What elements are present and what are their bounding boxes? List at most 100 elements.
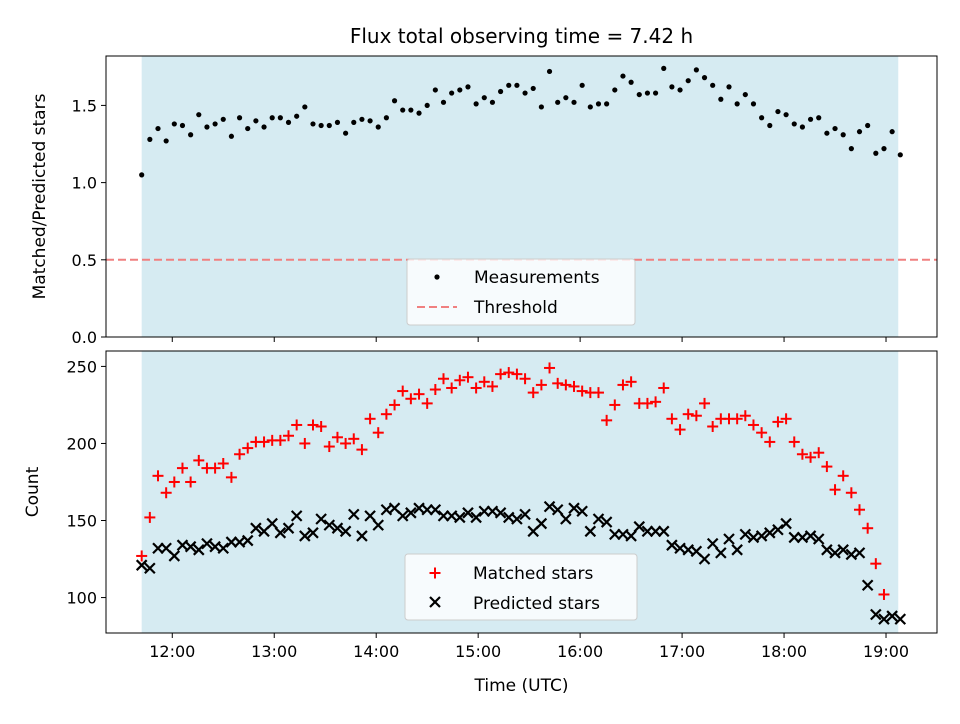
predicted-point bbox=[193, 544, 205, 556]
predicted-point bbox=[331, 522, 344, 534]
measurement-point bbox=[807, 116, 814, 122]
measurement-point bbox=[873, 150, 879, 156]
measurement-point bbox=[465, 84, 471, 90]
measurement-point bbox=[856, 129, 863, 135]
matched-point bbox=[641, 397, 653, 409]
predicted-point bbox=[723, 533, 735, 545]
x-tick-label: 14:00 bbox=[353, 642, 399, 661]
matched-point bbox=[168, 476, 180, 488]
measurement-point bbox=[424, 102, 430, 109]
measurement-point bbox=[889, 129, 895, 135]
measurement-point bbox=[742, 91, 748, 98]
matched-point bbox=[380, 408, 392, 420]
predicted-point bbox=[560, 513, 572, 525]
matched-point bbox=[796, 448, 808, 460]
measurement-point bbox=[188, 132, 194, 138]
measurement-point bbox=[538, 104, 544, 110]
matched-point bbox=[274, 434, 286, 446]
matched-point bbox=[478, 376, 490, 388]
measurement-point bbox=[514, 82, 520, 88]
measurement-point bbox=[147, 136, 153, 142]
measurement-point bbox=[383, 115, 389, 121]
measurement-point bbox=[555, 99, 561, 105]
predicted-point bbox=[290, 510, 303, 522]
measurement-point bbox=[595, 101, 602, 107]
measurement-point bbox=[587, 104, 593, 110]
matched-point bbox=[323, 441, 335, 453]
predicted-point bbox=[144, 562, 156, 575]
predicted-point bbox=[241, 534, 254, 547]
matched-point bbox=[462, 371, 474, 383]
predicted-point bbox=[315, 513, 327, 525]
x-tick-label: 19:00 bbox=[863, 642, 909, 661]
measurement-point bbox=[261, 124, 267, 130]
matched-point bbox=[225, 471, 237, 483]
predicted-point bbox=[519, 508, 531, 521]
matched-point bbox=[331, 431, 343, 443]
matched-point bbox=[258, 436, 270, 448]
predicted-point bbox=[250, 522, 262, 534]
measurement-point bbox=[400, 107, 406, 113]
predicted-point bbox=[870, 608, 882, 621]
matched-point bbox=[544, 362, 556, 374]
matched-point bbox=[739, 410, 751, 422]
matched-point bbox=[454, 374, 466, 386]
matched-point bbox=[854, 504, 866, 516]
measurement-point bbox=[408, 107, 414, 113]
measurement-point bbox=[799, 124, 806, 130]
predicted-point bbox=[462, 507, 474, 519]
matched-point bbox=[144, 511, 156, 523]
measurement-point bbox=[530, 85, 536, 92]
measurement-point bbox=[571, 99, 577, 105]
matched-point bbox=[503, 367, 515, 379]
measurement-point bbox=[139, 172, 145, 178]
predicted-point bbox=[584, 525, 597, 538]
measurement-point bbox=[473, 101, 479, 107]
matched-point bbox=[576, 385, 588, 397]
matched-point bbox=[568, 380, 580, 392]
matched-point bbox=[821, 461, 833, 473]
measurement-point bbox=[832, 125, 838, 132]
measurement-point bbox=[285, 119, 292, 125]
matched-point bbox=[421, 397, 433, 409]
matched-point bbox=[699, 397, 711, 409]
matched-point bbox=[486, 380, 498, 392]
predicted-point bbox=[307, 527, 319, 539]
measurement-point bbox=[506, 82, 512, 88]
measurement-point bbox=[579, 82, 585, 88]
predicted-point bbox=[837, 544, 849, 556]
predicted-point bbox=[829, 547, 841, 559]
measurement-point bbox=[840, 132, 846, 138]
measurement-point bbox=[228, 133, 235, 139]
measurement-point bbox=[155, 125, 161, 132]
matched-point bbox=[519, 373, 531, 385]
y-tick-label: 250 bbox=[66, 357, 97, 376]
x-tick-label: 15:00 bbox=[455, 642, 501, 661]
predicted-point bbox=[804, 530, 817, 542]
measurement-point bbox=[750, 101, 757, 107]
predicted-point bbox=[600, 516, 613, 528]
measurement-point bbox=[375, 124, 381, 130]
measurement-point bbox=[310, 121, 316, 127]
matched-point bbox=[136, 550, 148, 562]
matched-point bbox=[780, 413, 792, 425]
x-tick-label: 16:00 bbox=[557, 642, 603, 661]
bottom-legend-box bbox=[404, 553, 638, 621]
predicted-point bbox=[274, 527, 287, 539]
measurement-point bbox=[620, 73, 626, 79]
matched-point bbox=[389, 399, 401, 411]
measurement-point bbox=[334, 119, 341, 125]
predicted-point bbox=[657, 525, 670, 538]
matched-point bbox=[625, 376, 637, 388]
measurement-point bbox=[767, 122, 773, 129]
measurement-point bbox=[294, 113, 300, 119]
matched-point bbox=[242, 442, 254, 454]
y-tick-label: 200 bbox=[66, 434, 97, 453]
measurement-point bbox=[432, 87, 438, 93]
predicted-point bbox=[764, 527, 776, 539]
predicted-point bbox=[821, 544, 833, 556]
measurement-point bbox=[546, 68, 553, 75]
predicted-point bbox=[470, 511, 482, 524]
measurement-point bbox=[245, 125, 251, 132]
